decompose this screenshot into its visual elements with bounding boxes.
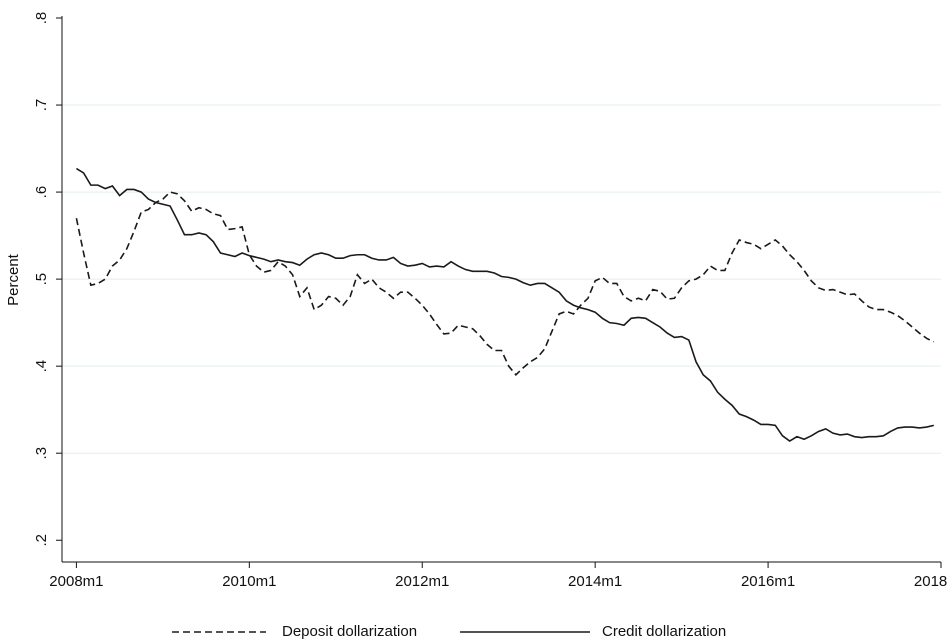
y-tick-label: .7 bbox=[33, 99, 50, 112]
x-tick-label: 2018m1 bbox=[914, 573, 948, 590]
x-tick-label: 2012m1 bbox=[395, 573, 449, 590]
y-axis-title: Percent bbox=[5, 253, 22, 306]
series-line bbox=[75, 167, 934, 442]
y-tick-label: .4 bbox=[33, 360, 50, 373]
y-tick-label: .6 bbox=[33, 186, 50, 199]
legend-label: Credit dollarization bbox=[602, 623, 726, 640]
y-tick-label: .2 bbox=[33, 534, 50, 547]
x-tick-label: 2010m1 bbox=[222, 573, 276, 590]
x-tick-label: 2008m1 bbox=[49, 573, 103, 590]
series-line bbox=[75, 191, 935, 377]
x-tick-label: 2014m1 bbox=[568, 573, 622, 590]
x-tick-label: 2016m1 bbox=[741, 573, 795, 590]
legend-label: Deposit dollarization bbox=[282, 623, 417, 640]
y-tick-label: .5 bbox=[33, 273, 50, 286]
y-tick-label: .8 bbox=[33, 12, 50, 25]
y-tick-label: .3 bbox=[33, 447, 50, 460]
